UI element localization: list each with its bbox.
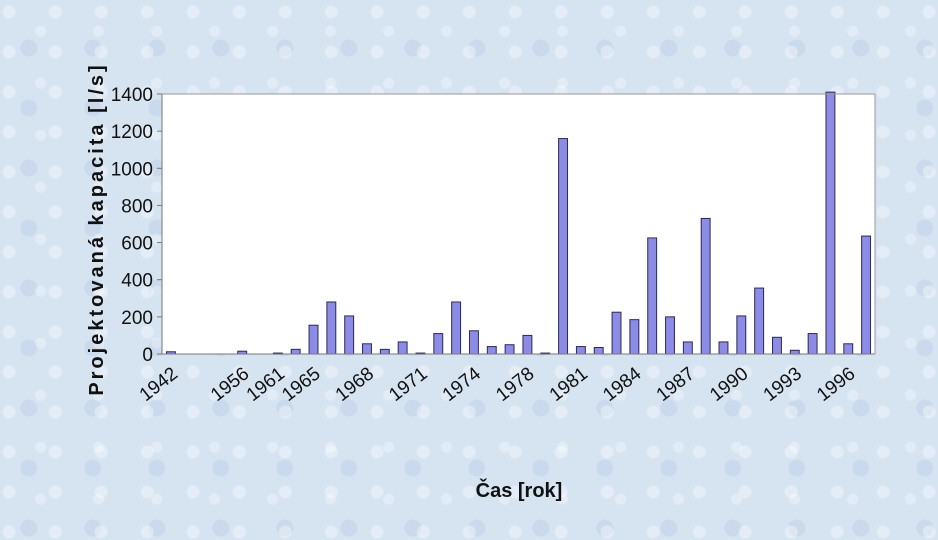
bar (397, 341, 408, 355)
x-tick-label: 1961 (243, 363, 289, 406)
y-tick-label: 400 (121, 271, 153, 292)
x-tick-label: 1942 (136, 363, 182, 406)
bar (468, 330, 479, 355)
y-tick-label: 0 (142, 345, 153, 366)
bar (326, 301, 337, 355)
bar (754, 287, 765, 355)
x-tick-label: 1956 (207, 363, 253, 406)
bar (593, 347, 604, 355)
bar (362, 343, 372, 355)
x-tick-label: 1981 (546, 363, 592, 406)
bar (504, 344, 515, 355)
bar (558, 138, 569, 355)
y-tick-label: 1400 (111, 85, 153, 106)
x-tick-label: 1987 (653, 363, 699, 406)
bar (486, 346, 497, 355)
bar (700, 217, 711, 355)
bar (379, 348, 390, 355)
bar (843, 343, 854, 355)
bar (647, 237, 658, 355)
x-tick-label: 1993 (760, 363, 806, 406)
bar (861, 235, 872, 355)
bar (825, 91, 836, 355)
x-tick-label: 1968 (332, 363, 378, 406)
bar (290, 348, 301, 355)
bar (807, 333, 818, 355)
x-tick-label: 1984 (599, 363, 646, 406)
bar (433, 333, 444, 355)
bar (451, 301, 462, 355)
y-tick-label: 600 (121, 234, 153, 255)
bar (344, 315, 355, 355)
bar (718, 341, 729, 355)
x-tick-label: 1996 (813, 363, 859, 406)
x-axis-title: Čas [rok] (476, 478, 563, 502)
bar (629, 319, 640, 355)
y-tick-label: 1200 (111, 122, 153, 143)
x-tick-label: 1990 (706, 363, 752, 406)
x-tick-label: 1974 (439, 363, 486, 406)
bar (736, 315, 747, 355)
bar (772, 336, 782, 355)
plot-area (162, 94, 875, 354)
bar (789, 349, 800, 355)
bar (522, 334, 533, 355)
x-tick-label: 1978 (492, 363, 538, 406)
y-tick-label: 1000 (111, 159, 153, 180)
y-axis-title: Projektovaná kapacita [l/s] (86, 62, 108, 395)
bar (575, 346, 586, 355)
x-tick-label: 1971 (385, 363, 431, 406)
y-tick-label: 200 (121, 308, 153, 329)
bar (611, 311, 622, 355)
bar (665, 316, 675, 355)
bar (308, 324, 319, 355)
y-tick-label: 800 (121, 196, 153, 217)
bar (682, 341, 693, 355)
x-tick-label: 1965 (278, 363, 324, 406)
